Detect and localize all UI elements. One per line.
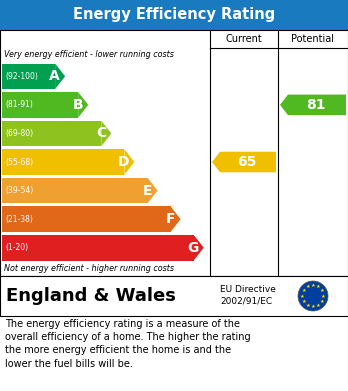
Text: ★: ★ <box>320 288 324 293</box>
Text: ★: ★ <box>301 288 306 293</box>
Text: (81-91): (81-91) <box>5 100 33 109</box>
Bar <box>2 63 55 89</box>
Text: Not energy efficient - higher running costs: Not energy efficient - higher running co… <box>4 264 174 273</box>
Text: ★: ★ <box>311 283 315 288</box>
Text: ★: ★ <box>311 304 315 309</box>
Text: 65: 65 <box>237 155 257 169</box>
Bar <box>2 206 171 232</box>
Text: G: G <box>187 241 199 255</box>
Polygon shape <box>55 63 65 89</box>
Text: EU Directive
2002/91/EC: EU Directive 2002/91/EC <box>220 285 276 305</box>
Text: ★: ★ <box>320 299 324 304</box>
Text: 81: 81 <box>306 98 326 112</box>
Text: E: E <box>143 183 152 197</box>
Text: C: C <box>96 126 106 140</box>
Text: ★: ★ <box>300 294 305 298</box>
Text: Very energy efficient - lower running costs: Very energy efficient - lower running co… <box>4 50 174 59</box>
Polygon shape <box>148 178 158 203</box>
Text: ★: ★ <box>316 303 321 308</box>
Bar <box>0 276 348 316</box>
Bar <box>2 121 101 146</box>
Text: (1-20): (1-20) <box>5 243 28 252</box>
Bar <box>0 0 348 30</box>
Text: (39-54): (39-54) <box>5 186 33 195</box>
Bar <box>2 92 78 118</box>
Text: (55-68): (55-68) <box>5 158 33 167</box>
Text: F: F <box>166 212 176 226</box>
Polygon shape <box>194 235 204 260</box>
Text: (21-38): (21-38) <box>5 215 33 224</box>
Text: The energy efficiency rating is a measure of the
overall efficiency of a home. T: The energy efficiency rating is a measur… <box>5 319 251 369</box>
Text: B: B <box>73 98 83 112</box>
Polygon shape <box>171 206 181 232</box>
Text: ★: ★ <box>306 284 310 289</box>
Text: ★: ★ <box>301 299 306 304</box>
Bar <box>2 149 124 175</box>
Circle shape <box>298 281 328 311</box>
Bar <box>2 235 194 260</box>
Bar <box>0 30 348 276</box>
Polygon shape <box>124 149 134 175</box>
Text: Current: Current <box>226 34 262 44</box>
Text: ★: ★ <box>321 294 326 298</box>
Text: Energy Efficiency Rating: Energy Efficiency Rating <box>73 7 275 23</box>
Text: Potential: Potential <box>292 34 334 44</box>
Text: ★: ★ <box>316 284 321 289</box>
Polygon shape <box>78 92 88 118</box>
Text: ★: ★ <box>306 303 310 308</box>
Polygon shape <box>101 121 111 146</box>
Text: D: D <box>118 155 129 169</box>
Text: A: A <box>49 69 60 83</box>
Polygon shape <box>212 152 276 172</box>
Text: England & Wales: England & Wales <box>6 287 176 305</box>
Text: (92-100): (92-100) <box>5 72 38 81</box>
Polygon shape <box>280 95 346 115</box>
Text: (69-80): (69-80) <box>5 129 33 138</box>
Bar <box>2 178 148 203</box>
